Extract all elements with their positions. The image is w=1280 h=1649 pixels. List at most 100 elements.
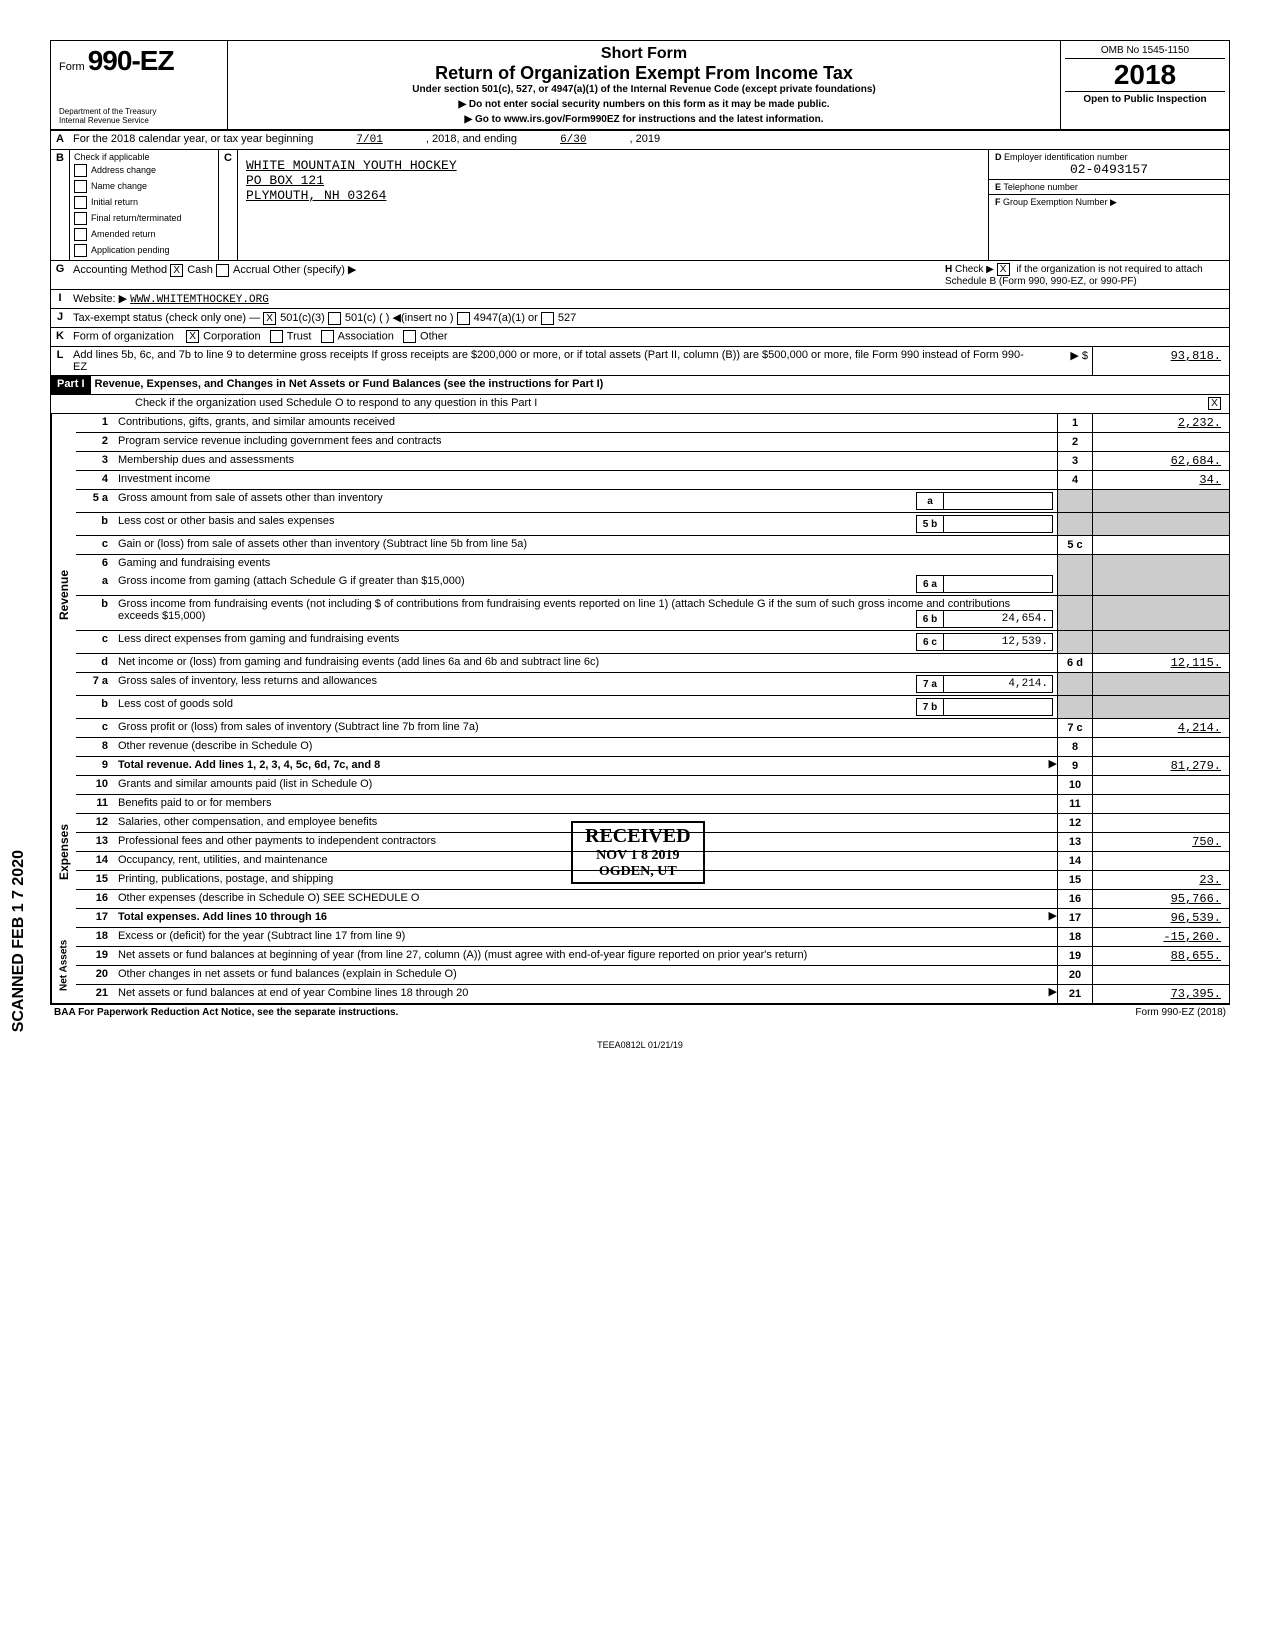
l10-desc: Grants and similar amounts paid (list in… — [114, 776, 1057, 794]
l15-box: 15 — [1057, 871, 1093, 889]
dept-irs: Internal Revenue Service — [59, 116, 219, 125]
dept-treasury: Department of the Treasury — [59, 107, 219, 116]
l4-num: 4 — [76, 471, 114, 489]
l1-desc: Contributions, gifts, grants, and simila… — [114, 414, 1057, 432]
part1-label: Part I — [51, 376, 91, 394]
l6d-box: 6 d — [1057, 654, 1093, 672]
l6-desc: Gaming and fundraising events — [114, 555, 1057, 573]
line-l-arrow: ▶ $ — [1034, 347, 1092, 375]
cb-schedule-o[interactable]: X — [1208, 397, 1221, 410]
cb-accrual[interactable] — [216, 264, 229, 277]
l2-desc: Program service revenue including govern… — [114, 433, 1057, 451]
l3-box: 3 — [1057, 452, 1093, 470]
cb-initial[interactable] — [74, 196, 87, 209]
omb-number: OMB No 1545-1150 — [1065, 45, 1225, 59]
label-f: F — [995, 197, 1001, 207]
l12-desc: Salaries, other compensation, and employ… — [114, 814, 1057, 832]
line-l-content: Add lines 5b, 6c, and 7b to line 9 to de… — [69, 347, 1034, 375]
l1-num: 1 — [76, 414, 114, 432]
cb-pending[interactable] — [74, 244, 87, 257]
line-k: K Form of organization XCorporation Trus… — [51, 328, 1229, 347]
l8-desc: Other revenue (describe in Schedule O) — [114, 738, 1057, 756]
l17-desc: Total expenses. Add lines 10 through 16 — [114, 909, 1037, 927]
line-l-text: Add lines 5b, 6c, and 7b to line 9 to de… — [73, 349, 1024, 373]
l5c-box: 5 c — [1057, 536, 1093, 554]
tax-year: 2018 — [1065, 59, 1225, 91]
l18-desc: Excess or (deficit) for the year (Subtra… — [114, 928, 1057, 946]
label-a: A — [51, 131, 69, 149]
l18-num: 18 — [76, 928, 114, 946]
l16-desc: Other expenses (describe in Schedule O) … — [114, 890, 1057, 908]
l5c-num: c — [76, 536, 114, 554]
org-name: WHITE MOUNTAIN YOUTH HOCKEY — [246, 158, 980, 173]
l5a-desc: Gross amount from sale of assets other t… — [114, 490, 1057, 512]
subtitle: Under section 501(c), 527, or 4947(a)(1)… — [236, 84, 1052, 95]
line-i-content: Website: ▶ WWW.WHITEMTHOCKEY.ORG — [69, 290, 1229, 308]
cb-address[interactable] — [74, 164, 87, 177]
l15-num: 15 — [76, 871, 114, 889]
l7a-num: 7 a — [76, 673, 114, 695]
l5a-shade — [1057, 490, 1093, 512]
l8-num: 8 — [76, 738, 114, 756]
title-short: Short Form — [236, 45, 1052, 63]
line-k-content: Form of organization XCorporation Trust … — [69, 328, 1229, 346]
cb-501c3[interactable]: X — [263, 312, 276, 325]
assoc-label: Association — [338, 330, 394, 342]
l3-desc: Membership dues and assessments — [114, 452, 1057, 470]
cb-527[interactable] — [541, 312, 554, 325]
l6c-shade — [1057, 631, 1093, 653]
part1-header-row: Part I Revenue, Expenses, and Changes in… — [51, 376, 1229, 395]
l13-num: 13 — [76, 833, 114, 851]
l12-amt — [1093, 814, 1229, 832]
website-value: WWW.WHITEMTHOCKEY.ORG — [130, 294, 269, 306]
line-a: A For the 2018 calendar year, or tax yea… — [51, 131, 1229, 150]
cb-other-org[interactable] — [403, 330, 416, 343]
cb-cash[interactable]: X — [170, 264, 183, 277]
l10-num: 10 — [76, 776, 114, 794]
cb-final[interactable] — [74, 212, 87, 225]
l4-amt: 34. — [1093, 471, 1229, 489]
cb-4947[interactable] — [457, 312, 470, 325]
part1-title: Revenue, Expenses, and Changes in Net As… — [91, 376, 1229, 394]
l13-desc: Professional fees and other payments to … — [114, 833, 1057, 851]
l11-box: 11 — [1057, 795, 1093, 813]
l16-num: 16 — [76, 890, 114, 908]
cb-assoc[interactable] — [321, 330, 334, 343]
acct-method-label: Accounting Method — [73, 264, 167, 276]
cb-h[interactable]: X — [997, 263, 1010, 276]
l12-box: 12 — [1057, 814, 1093, 832]
label-c: C — [219, 150, 238, 260]
label-b: B — [51, 150, 70, 260]
l6b-shade — [1057, 596, 1093, 630]
l19-amt: 88,655. — [1093, 947, 1229, 965]
l6c-num: c — [76, 631, 114, 653]
l6a-num: a — [76, 573, 114, 595]
cb-final-label: Final return/terminated — [91, 213, 182, 223]
l8-amt — [1093, 738, 1229, 756]
l9-amt: 81,279. — [1093, 757, 1229, 775]
header-center: Short Form Return of Organization Exempt… — [228, 41, 1060, 129]
box-d: D Employer identification number 02-0493… — [989, 150, 1229, 180]
501c-label: 501(c) ( — [345, 312, 383, 324]
line-a-text2: , 2018, and ending — [426, 133, 517, 145]
label-e: E — [995, 182, 1001, 192]
title-main: Return of Organization Exempt From Incom… — [236, 63, 1052, 84]
cb-amended[interactable] — [74, 228, 87, 241]
cb-501c[interactable] — [328, 312, 341, 325]
accrual-label: Accrual — [233, 264, 270, 276]
l11-amt — [1093, 795, 1229, 813]
cb-trust[interactable] — [270, 330, 283, 343]
l6b-num: b — [76, 596, 114, 630]
expenses-side-label: Expenses — [51, 776, 76, 928]
l4-box: 4 — [1057, 471, 1093, 489]
h-text1: Check ▶ — [955, 264, 994, 275]
form-number: 990-EZ — [88, 45, 174, 76]
other-label: Other (specify) ▶ — [273, 264, 357, 276]
cb-name[interactable] — [74, 180, 87, 193]
e-label: Telephone number — [1003, 182, 1078, 192]
cash-label: Cash — [187, 264, 213, 276]
l11-num: 11 — [76, 795, 114, 813]
cb-corp[interactable]: X — [186, 330, 199, 343]
form-label: Form — [59, 61, 85, 73]
l6a-shade2 — [1093, 573, 1229, 595]
